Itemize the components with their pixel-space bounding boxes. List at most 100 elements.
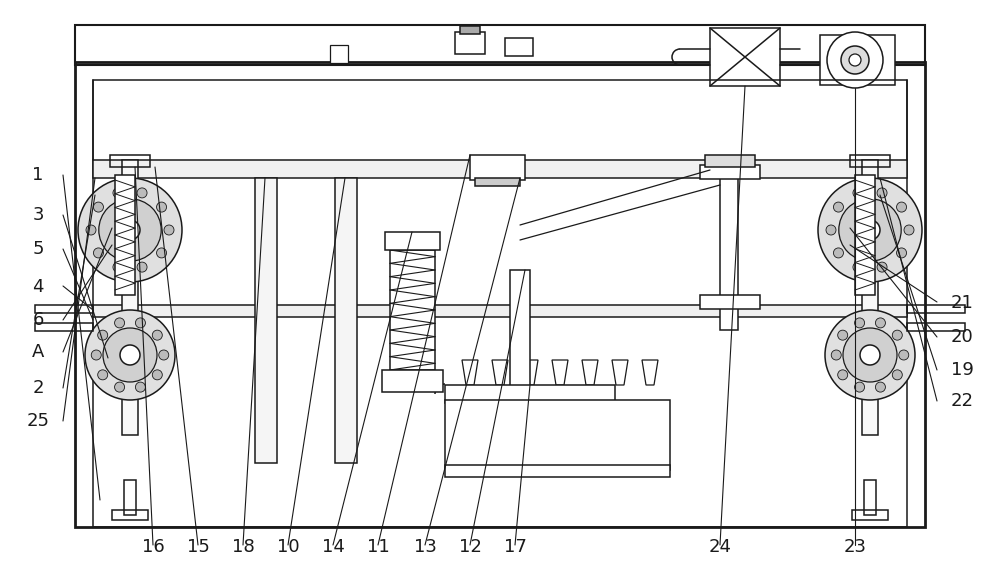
- Bar: [110, 155, 150, 167]
- Text: 19: 19: [951, 360, 973, 379]
- Bar: [710, 28, 780, 86]
- Polygon shape: [612, 360, 628, 385]
- Polygon shape: [538, 410, 552, 430]
- Circle shape: [825, 310, 915, 400]
- Circle shape: [120, 345, 140, 365]
- Circle shape: [120, 220, 140, 240]
- Bar: [460, 26, 480, 34]
- Text: A: A: [32, 343, 44, 362]
- Circle shape: [85, 310, 175, 400]
- Polygon shape: [468, 410, 482, 430]
- Circle shape: [897, 202, 907, 212]
- Bar: [93, 80, 907, 527]
- Circle shape: [827, 32, 883, 88]
- Circle shape: [831, 350, 841, 360]
- Polygon shape: [638, 410, 652, 430]
- Bar: [862, 160, 878, 435]
- Circle shape: [855, 318, 865, 328]
- Bar: [75, 62, 925, 527]
- Polygon shape: [492, 360, 508, 385]
- Circle shape: [93, 202, 103, 212]
- Circle shape: [855, 382, 865, 392]
- Bar: [855, 175, 875, 295]
- Circle shape: [157, 202, 167, 212]
- Bar: [255, 178, 277, 463]
- Bar: [907, 305, 965, 313]
- Bar: [382, 370, 443, 392]
- Circle shape: [152, 370, 162, 380]
- Circle shape: [892, 370, 902, 380]
- Polygon shape: [582, 360, 598, 385]
- Bar: [124, 480, 136, 515]
- Bar: [330, 45, 348, 63]
- Circle shape: [98, 330, 108, 340]
- Circle shape: [892, 330, 902, 340]
- Circle shape: [839, 199, 901, 261]
- Bar: [852, 510, 888, 520]
- Circle shape: [904, 225, 914, 235]
- Circle shape: [853, 262, 863, 272]
- Circle shape: [135, 382, 145, 392]
- Bar: [705, 155, 755, 167]
- Text: 10: 10: [277, 538, 299, 556]
- Text: 25: 25: [26, 412, 50, 430]
- Text: 11: 11: [367, 538, 389, 556]
- Circle shape: [897, 248, 907, 258]
- Circle shape: [877, 188, 887, 198]
- Circle shape: [877, 262, 887, 272]
- Circle shape: [838, 330, 848, 340]
- Text: 15: 15: [187, 538, 209, 556]
- Bar: [122, 160, 138, 435]
- Circle shape: [875, 382, 885, 392]
- Bar: [445, 385, 615, 403]
- Bar: [850, 155, 890, 167]
- Bar: [505, 38, 533, 56]
- Circle shape: [113, 188, 123, 198]
- Bar: [335, 178, 357, 463]
- Text: 17: 17: [504, 538, 526, 556]
- Bar: [445, 465, 670, 477]
- Polygon shape: [608, 410, 622, 430]
- Polygon shape: [573, 410, 587, 430]
- Bar: [510, 270, 530, 450]
- Circle shape: [99, 199, 161, 261]
- Circle shape: [137, 262, 147, 272]
- Circle shape: [98, 370, 108, 380]
- Circle shape: [103, 328, 157, 382]
- Bar: [35, 323, 93, 331]
- Text: 23: 23: [844, 538, 866, 556]
- Bar: [390, 250, 435, 370]
- Text: 20: 20: [951, 328, 973, 346]
- Bar: [820, 35, 895, 85]
- Text: 1: 1: [32, 166, 44, 184]
- Text: 18: 18: [232, 538, 254, 556]
- Text: 14: 14: [322, 538, 344, 556]
- Circle shape: [838, 370, 848, 380]
- Polygon shape: [503, 410, 517, 430]
- Polygon shape: [642, 360, 658, 385]
- Text: 4: 4: [32, 277, 44, 296]
- Text: 6: 6: [32, 311, 44, 329]
- Circle shape: [833, 248, 843, 258]
- Circle shape: [115, 318, 125, 328]
- Circle shape: [843, 328, 897, 382]
- Circle shape: [152, 330, 162, 340]
- Bar: [93, 305, 907, 317]
- Bar: [75, 25, 925, 65]
- Circle shape: [833, 202, 843, 212]
- Circle shape: [78, 178, 182, 282]
- Bar: [385, 232, 440, 250]
- Bar: [720, 175, 738, 330]
- Text: 13: 13: [414, 538, 436, 556]
- Bar: [455, 32, 485, 54]
- Text: 3: 3: [32, 206, 44, 224]
- Circle shape: [157, 248, 167, 258]
- Circle shape: [164, 225, 174, 235]
- Circle shape: [93, 248, 103, 258]
- Circle shape: [849, 54, 861, 66]
- Bar: [700, 165, 760, 179]
- Polygon shape: [552, 360, 568, 385]
- Text: 2: 2: [32, 379, 44, 398]
- Circle shape: [137, 188, 147, 198]
- Text: 21: 21: [951, 293, 973, 312]
